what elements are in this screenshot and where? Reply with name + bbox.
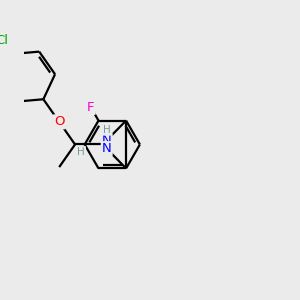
- Text: N: N: [102, 134, 112, 147]
- Text: F: F: [87, 101, 95, 114]
- Text: H: H: [77, 147, 85, 157]
- Text: O: O: [54, 116, 64, 128]
- Text: H: H: [103, 125, 111, 135]
- Text: N: N: [102, 142, 112, 155]
- Text: Cl: Cl: [0, 34, 9, 47]
